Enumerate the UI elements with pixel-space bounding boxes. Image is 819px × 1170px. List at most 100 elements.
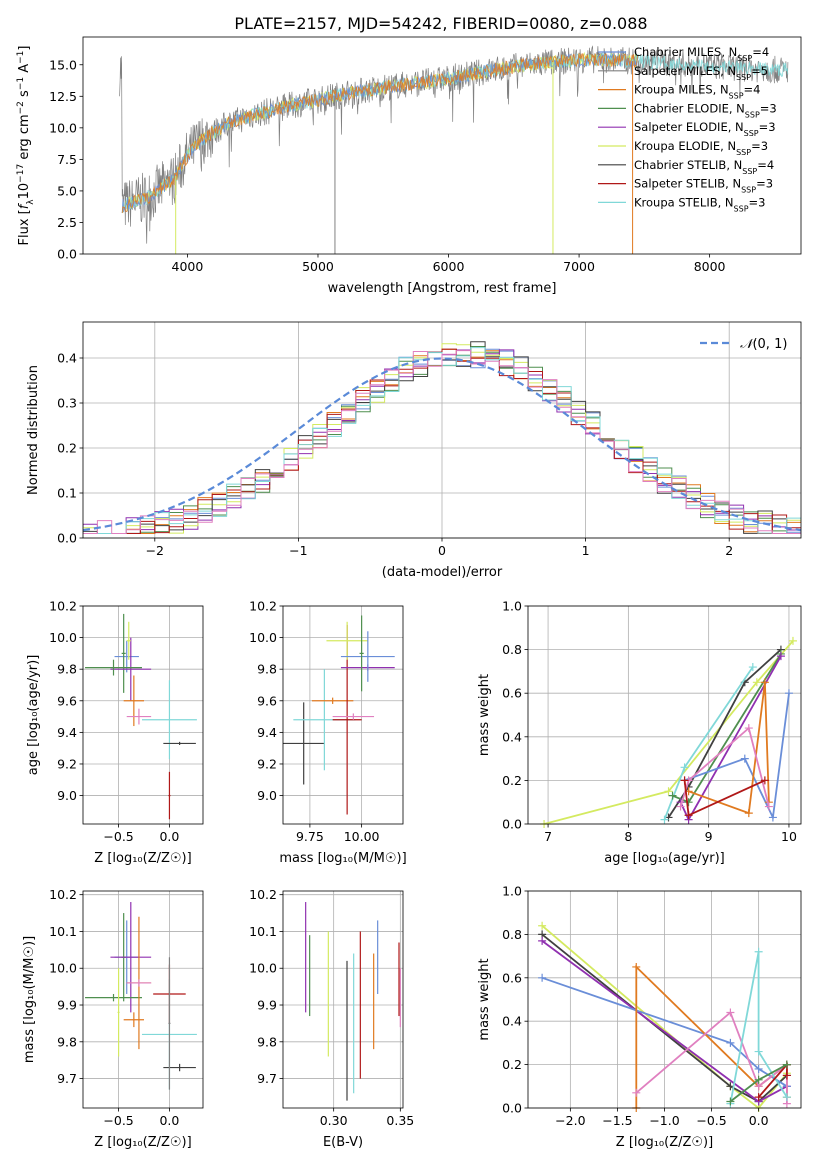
legend-count: =3	[760, 101, 777, 115]
x-tick-label: −0.5	[103, 829, 133, 844]
data-point	[680, 776, 689, 785]
y-label-part: λ	[26, 199, 36, 205]
x-tick-label: 10	[781, 829, 797, 844]
data-point	[538, 921, 547, 930]
data-point	[676, 802, 685, 811]
legend-count: =4	[757, 158, 774, 172]
axes-frame	[82, 890, 204, 1109]
y-label-part: −17	[16, 164, 26, 183]
legend-subscript: SSP	[745, 110, 760, 119]
spectrum-lines	[119, 45, 789, 254]
y-tick-label: 0.1	[57, 486, 77, 501]
legend-subscript: SSP	[744, 129, 759, 138]
x-tick-label: 0	[438, 543, 446, 558]
legend-entry: Chabrier MILES, NSSP=4	[634, 45, 769, 63]
y-axis-label: mass weight	[477, 674, 492, 756]
x-tick-label: 10.00	[344, 829, 380, 844]
data-point	[740, 754, 749, 763]
y-tick-label: 9.0	[257, 788, 277, 803]
x-axis-label: E(B-V)	[323, 1135, 363, 1150]
data-point	[632, 1088, 641, 1097]
series-line	[679, 726, 770, 807]
y-axis-label: mass [log₁₀(M/M☉)]	[22, 936, 37, 1063]
y-tick-label: 9.0	[57, 788, 77, 803]
y-tick-label: 10.2	[49, 599, 77, 614]
y-axis-label: age [log₁₀(age/yr)]	[26, 655, 41, 776]
data-point	[726, 1038, 735, 1047]
data-point	[754, 1047, 763, 1056]
x-axis-label: (data-model)/error	[382, 565, 503, 580]
data-point	[760, 776, 769, 785]
z-age-panel: −0.5 0.0 9.0 9.2 9.4 9.6 9.8 10.0 10.2 Z [log₁₀(Z…	[26, 599, 204, 866]
x-tick-label: 7000	[563, 259, 595, 274]
data-point	[784, 689, 793, 698]
legend-entry: Salpeter ELODIE, NSSP=3	[634, 120, 776, 138]
data-point	[752, 678, 761, 687]
x-axis-label: Z [log₁₀(Z/Z☉)]	[94, 851, 191, 866]
y-tick-label: 12.5	[49, 89, 77, 104]
data-point	[538, 973, 547, 982]
legend-subscript: SSP	[737, 54, 752, 63]
legend-subscript: SSP	[742, 166, 757, 175]
histogram-step-line	[83, 350, 801, 534]
data-point	[754, 1064, 763, 1073]
legend-entry: Chabrier STELIB, NSSP=4	[634, 158, 774, 176]
y-tick-label: 9.8	[257, 662, 277, 677]
y-tick-label: 0.0	[57, 247, 77, 262]
legend-count: =3	[759, 120, 776, 134]
x-tick-label: 4000	[172, 259, 204, 274]
legend-subscript: SSP	[734, 204, 749, 213]
legend-subscript: SSP	[736, 148, 751, 157]
x-tick-label: 0.35	[386, 1113, 414, 1128]
data-point	[754, 1075, 763, 1084]
legend-entry: Salpeter MILES, NSSP=5	[634, 64, 768, 82]
legend-entry: Kroupa MILES, NSSP=4	[634, 83, 760, 101]
x-axis-label: wavelength [Angstrom, rest frame]	[328, 281, 557, 296]
x-tick-label: −0.5	[696, 1113, 726, 1128]
y-tick-label: 0.6	[502, 686, 522, 701]
x-tick-label: 9	[705, 829, 713, 844]
data-point	[664, 787, 673, 796]
y-tick-label: 9.8	[57, 1034, 77, 1049]
series-line	[684, 693, 790, 821]
y-tick-label: 0.2	[502, 773, 522, 788]
y-tick-label: 9.6	[57, 693, 77, 708]
legend-name: Salpeter STELIB, N	[634, 177, 741, 191]
y-tick-label: 0.0	[502, 817, 522, 832]
y-label-part: erg cm	[17, 114, 32, 163]
legend-count: =4	[744, 83, 761, 97]
y-tick-label: 10.0	[49, 630, 77, 645]
axes-frame	[282, 605, 404, 825]
x-tick-label: 8000	[694, 259, 726, 274]
x-tick-label: 9.75	[296, 829, 324, 844]
y-tick-label: 0.0	[57, 531, 77, 546]
data-point	[754, 947, 763, 956]
x-axis-label: Z [log₁₀(Z/Z☉)]	[616, 1135, 713, 1150]
y-label-part: −2	[16, 101, 26, 114]
x-tick-label: −1.0	[649, 1113, 679, 1128]
spectrum-panel: PLATE=2157, MJD=54242, FIBERID=0080, z=0…	[16, 14, 802, 296]
data-point	[726, 1008, 735, 1017]
x-tick-label: −2.0	[555, 1113, 585, 1128]
legend-name: Kroupa STELIB, N	[634, 195, 734, 209]
x-axis-label: age [log₁₀(age/yr)]	[604, 851, 725, 866]
series-line	[683, 779, 766, 817]
legend-subscript: SSP	[736, 72, 751, 81]
y-tick-label: 10.0	[49, 120, 77, 135]
z-weight-panel: −2.0 −1.5 −1.0 −0.5 0.0 0.0 0.2 0.4 0.6 0.8 1.0 Z […	[477, 884, 802, 1150]
y-tick-label: 0.4	[57, 351, 77, 366]
data-point	[726, 1097, 735, 1106]
legend-name: (0, 1)	[752, 337, 787, 352]
z-mass-panel: −0.5 0.0 9.7 9.8 9.9 10.0 10.1 10.2 Z [log₁₀(Z/Z…	[22, 887, 204, 1150]
y-tick-label: 1.0	[502, 884, 522, 899]
y-tick-label: 0.4	[502, 729, 522, 744]
x-axis-label: Z [log₁₀(Z/Z☉)]	[94, 1135, 191, 1150]
y-tick-label: 10.0	[249, 630, 277, 645]
y-axis-label: Flux [fλ10−17 erg cm−2 s−1 A−1]	[16, 46, 36, 246]
observed-spectrum-line	[119, 45, 789, 244]
data-point	[782, 1060, 791, 1069]
y-label-part: s	[17, 90, 32, 101]
residuals-panel: −2 −1 0 1 2 0.0 0.1 0.2 0.3 0.4 (data-model)/error…	[26, 321, 802, 580]
legend-subscript: SSP	[741, 185, 756, 194]
y-tick-label: 0.8	[502, 642, 522, 657]
